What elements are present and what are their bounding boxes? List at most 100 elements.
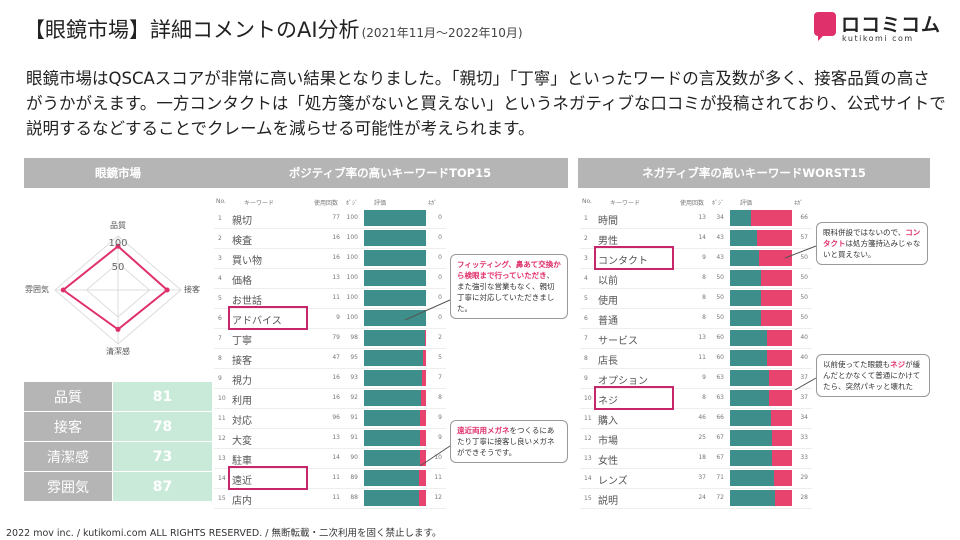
rating-bar [364, 290, 426, 306]
negative-rate: 0 [438, 274, 442, 281]
positive-rate: 66 [716, 414, 724, 421]
rating-bar-positive [364, 470, 420, 486]
column-header: ﾎﾟｼﾞ [346, 200, 359, 207]
negative-rate: 33 [800, 454, 808, 461]
positive-rate: 71 [716, 474, 724, 481]
row-number: 8 [584, 355, 588, 362]
negative-rate: 7 [438, 374, 442, 381]
rating-bar-positive [364, 250, 426, 266]
usage-count: 8 [702, 294, 706, 301]
rating-bar [730, 230, 792, 246]
row-number: 9 [584, 375, 588, 382]
table-row: 1 時間 13 34 66 [580, 208, 812, 229]
rating-bar [730, 250, 792, 266]
positive-rate: 50 [716, 294, 724, 301]
rating-bar [730, 410, 792, 426]
usage-count: 8 [702, 274, 706, 281]
negative-rate: 2 [438, 334, 442, 341]
positive-rate: 100 [346, 294, 358, 301]
usage-count: 13 [698, 334, 706, 341]
keyword: 検査 [232, 236, 252, 247]
table-row: 14 遠近 11 89 11 [214, 466, 446, 490]
keyword: 時間 [598, 216, 618, 227]
rating-bar [730, 370, 792, 386]
rating-bar-positive [364, 210, 426, 226]
rating-bar-positive [364, 270, 426, 286]
row-number: 15 [584, 495, 592, 502]
row-number: 4 [584, 275, 588, 282]
positive-rate: 100 [346, 214, 358, 221]
table-row: 9 オプション 9 63 37 [580, 368, 812, 389]
usage-count: 13 [332, 434, 340, 441]
brand-logo[interactable]: ロコミコム kutikomi com [814, 10, 944, 46]
row-number: 14 [218, 475, 226, 482]
row-number: 14 [584, 475, 592, 482]
negative-rate: 5 [438, 354, 442, 361]
rating-bar-positive [730, 270, 761, 286]
rating-bar [730, 350, 792, 366]
positive-rate: 34 [716, 214, 724, 221]
keyword: 接客 [232, 356, 252, 367]
negative-rate: 50 [800, 294, 808, 301]
table-row: 13 女性 18 67 33 [580, 448, 812, 469]
usage-count: 13 [332, 274, 340, 281]
keyword: 大変 [232, 436, 252, 447]
keyword: ネジ [598, 396, 618, 407]
row-number: 5 [218, 295, 222, 302]
usage-count: 14 [698, 234, 706, 241]
rating-bar-positive [730, 230, 757, 246]
callout-highlight: 遠近両用メガネ [457, 426, 510, 435]
rating-bar-positive [730, 430, 772, 446]
usage-count: 14 [332, 454, 340, 461]
usage-count: 46 [698, 414, 706, 421]
rating-bar [730, 390, 792, 406]
callout-text: は処方箋持込みじゃないと買えない。 [823, 239, 921, 259]
positive-rate: 100 [346, 234, 358, 241]
keyword: 女性 [598, 456, 618, 467]
row-number: 1 [218, 215, 222, 222]
row-number: 11 [584, 415, 592, 422]
table-row: 8 接客 47 95 5 [214, 348, 446, 369]
logo-name: ロコミコム [841, 14, 942, 36]
column-header: キーワード [610, 200, 641, 207]
positive-callout-1: フィッティング、鼻あて交換から検眼まで行っていただき、また強引な営業もなく、親切… [450, 254, 568, 319]
radar-chart: 品質 接客 清潔感 雰囲気 100 50 [25, 220, 200, 356]
rating-bar-positive [730, 390, 770, 406]
keyword: アドバイス [232, 316, 282, 327]
rating-bar-positive [364, 330, 425, 346]
panel-header-negative: ネガティブ率の高いキーワードWORST15 [578, 158, 930, 188]
positive-rate: 100 [346, 274, 358, 281]
negative-rate: 10 [434, 454, 442, 461]
table-row: 14 レンズ 37 71 29 [580, 468, 812, 489]
usage-count: 11 [698, 354, 706, 361]
panel-header-left: 眼鏡市場 [24, 158, 212, 188]
rating-bar-positive [364, 370, 422, 386]
rating-bar [364, 370, 426, 386]
row-number: 7 [218, 335, 222, 342]
callout-text: が緩んだとかなくて普通にかけてたら、突然パキッと壊れた [823, 360, 921, 391]
usage-count: 9 [702, 254, 706, 261]
negative-rate: 50 [800, 254, 808, 261]
negative-rate: 50 [800, 274, 808, 281]
rating-bar-positive [364, 230, 426, 246]
rating-bar [730, 430, 792, 446]
rating-bar [364, 350, 426, 366]
column-header: 評価 [740, 200, 753, 207]
positive-keyword-table: No. キーワード 使用回数 ﾎﾟｼﾞ 評価 ﾈｶﾞ 1 親切 77 100 0 2 検査 16 100 0 3… [214, 198, 446, 509]
row-number: 10 [218, 395, 226, 402]
table-row: 15 説明 24 72 28 [580, 488, 812, 509]
rating-bar [730, 330, 792, 346]
keyword: 使用 [598, 296, 618, 307]
positive-rate: 91 [350, 434, 358, 441]
negative-rate: 37 [800, 394, 808, 401]
usage-count: 11 [332, 294, 340, 301]
score-label: 雰囲気 [24, 472, 114, 502]
positive-rate: 100 [346, 254, 358, 261]
rating-bar-positive [730, 250, 759, 266]
table-row: 4 価格 13 100 0 [214, 268, 446, 289]
usage-count: 25 [698, 434, 706, 441]
rating-bar-positive [730, 490, 775, 506]
keyword: 親切 [232, 216, 252, 227]
table-row: 1 親切 77 100 0 [214, 208, 446, 229]
score-row: 接客 78 [24, 412, 212, 442]
